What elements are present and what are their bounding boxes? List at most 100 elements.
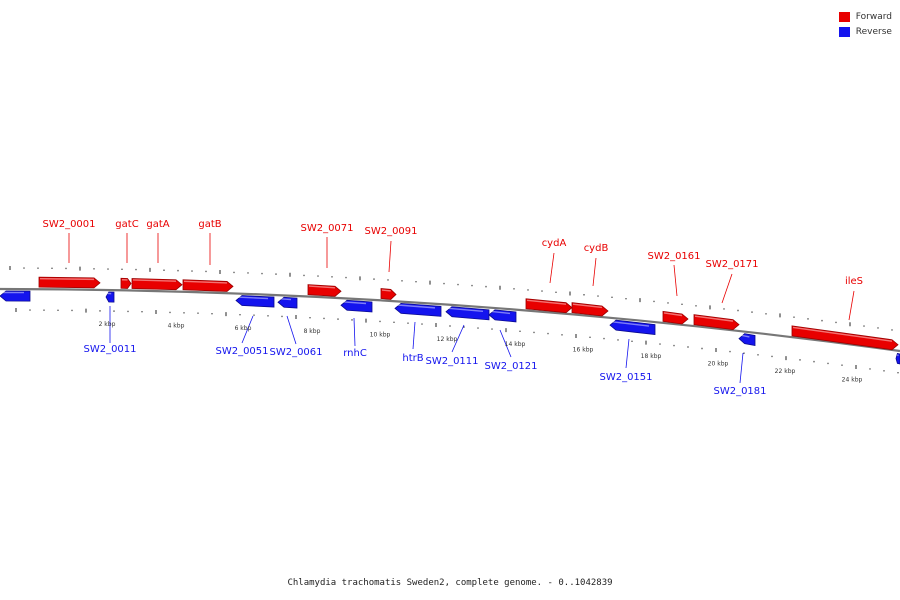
legend: Forward Reverse [838, 9, 892, 39]
tick-label-20-kbp: 20 kbp [708, 360, 729, 367]
gene-sw2-0161-highlight [663, 312, 683, 317]
label-leader-rnhc [353, 317, 356, 347]
gene-sw2-0051-body [235, 295, 275, 308]
gene-gatb-body [182, 279, 234, 292]
gene-label-cydb: cydB [584, 243, 609, 254]
gene-sw2-0061-body [277, 296, 298, 309]
tick-label-12-kbp: 12 kbp [437, 336, 458, 343]
gene-sw2-0001[interactable] [38, 276, 101, 289]
gene-sw2-0121[interactable] [488, 309, 517, 323]
gene-cydb-body [571, 302, 609, 317]
label-leader-sw2-0091 [388, 240, 392, 273]
label-leader-cydb [592, 257, 597, 287]
tick-label-18-kbp: 18 kbp [641, 353, 662, 360]
gene-partial[interactable] [0, 290, 31, 302]
gene-gata[interactable] [131, 278, 183, 291]
gene-label-iles: ileS [845, 276, 863, 287]
gene-sw2-0091-body [380, 288, 397, 300]
tick-labels: 2 kbp 4 kbp 6 kbp 8 kbp 10 kbp 12 kbp 14 kbp 16… [99, 321, 863, 384]
gene-sw2-0071-highlight [308, 285, 336, 289]
gene-label-sw2-0051: SW2_0051 [215, 346, 268, 357]
tick-label-8-kbp: 8 kbp [304, 328, 321, 335]
gene-gata-body [131, 278, 183, 291]
tick-label-16-kbp: 16 kbp [573, 347, 594, 354]
gene-sw2-0151[interactable] [609, 319, 656, 336]
gene-sw2-0091-highlight [381, 289, 391, 292]
gene-partial[interactable] [895, 352, 900, 365]
gene-htrb[interactable] [394, 302, 442, 317]
gene-htrb-body [394, 302, 442, 317]
gene-gatc[interactable] [120, 277, 132, 289]
gene-cydb[interactable] [571, 302, 609, 317]
gene-sw2-0161-body [662, 310, 689, 325]
label-leader-cyda [549, 252, 555, 284]
gene-label-sw2-0111: SW2_0111 [425, 356, 478, 367]
gene-sw2-0151-body [609, 319, 656, 336]
gene-iles[interactable] [791, 325, 899, 351]
gene-gatc-body [120, 277, 132, 289]
tick-label-2-kbp: 2 kbp [99, 321, 116, 328]
gene-label-sw2-0091: SW2_0091 [364, 226, 417, 237]
gene-sw2-0011-body [105, 291, 115, 303]
gene-label-cyda: cydA [542, 238, 567, 249]
forward-swatch [838, 11, 850, 22]
gene-cydb-highlight [572, 303, 603, 309]
gene-sw2-0151-highlight [610, 320, 650, 327]
gene-sw2-0051[interactable] [235, 295, 275, 308]
gene-sw2-0171[interactable] [693, 314, 740, 331]
gene-cyda[interactable] [525, 298, 573, 314]
label-leader-sw2-0111 [451, 324, 465, 353]
gene-iles-highlight [792, 326, 893, 342]
legend-reverse: Reverse [838, 24, 892, 39]
genome-caption: Chlamydia trachomatis Sweden2, complete … [287, 578, 613, 588]
gene-sw2-0061[interactable] [277, 296, 298, 309]
gene-label-gatb: gatB [198, 219, 221, 230]
gene-sw2-0121-highlight [489, 310, 511, 315]
label-leader-sw2-0061 [286, 315, 297, 345]
gene-sw2-0061-highlight [278, 298, 292, 301]
gene-sw2-0111[interactable] [445, 306, 490, 321]
gene-sw2-0171-body [693, 314, 740, 331]
gene-gatb[interactable] [182, 279, 234, 292]
gene-gatb-highlight [183, 280, 228, 284]
gene-sw2-0181-highlight [739, 334, 750, 338]
gene-label-sw2-0121: SW2_0121 [484, 361, 537, 372]
tick-label-24-kbp: 24 kbp [842, 377, 863, 384]
label-leader-sw2-0181 [739, 352, 744, 384]
gene-partial-highlight [896, 354, 899, 357]
label-leader-sw2-0171 [721, 273, 733, 304]
label-leader-sw2-0121 [499, 329, 512, 358]
gene-rnhc[interactable] [340, 299, 373, 313]
gene-label-htrb: htrB [402, 353, 423, 364]
gene-label-sw2-0161: SW2_0161 [647, 251, 700, 262]
gene-label-sw2-0061: SW2_0061 [269, 347, 322, 358]
gene-sw2-0071[interactable] [307, 284, 342, 297]
legend-forward-label: Forward [855, 11, 892, 22]
gene-partial-body [0, 290, 31, 302]
gene-sw2-0071-body [307, 284, 342, 297]
gene-cyda-body [525, 298, 573, 314]
gene-sw2-0161[interactable] [662, 310, 689, 325]
gene-sw2-0001-highlight [39, 277, 95, 281]
gene-rnhc-body [340, 299, 373, 313]
label-leader-sw2-0051 [241, 315, 254, 344]
genome-backbone [0, 287, 900, 353]
gene-sw2-0181-body [738, 333, 756, 346]
gene-sw2-0121-body [488, 309, 517, 323]
gene-label-gata: gatA [146, 219, 169, 230]
gene-sw2-0011[interactable] [105, 291, 115, 303]
tick-label-6-kbp: 6 kbp [235, 325, 252, 332]
label-leader-sw2-0151 [625, 338, 630, 369]
gene-htrb-highlight [395, 304, 436, 309]
legend-forward: Forward [838, 9, 892, 24]
gene-sw2-0111-highlight [446, 307, 484, 313]
legend-reverse-label: Reverse [855, 26, 892, 37]
gene-label-sw2-0011: SW2_0011 [83, 344, 136, 355]
gene-iles-body [791, 325, 899, 351]
gene-sw2-0181[interactable] [738, 333, 756, 346]
gene-sw2-0091[interactable] [380, 288, 397, 300]
label-leader-iles [848, 290, 855, 321]
label-leader-sw2-0161 [673, 264, 678, 297]
gene-gata-highlight [132, 279, 177, 282]
